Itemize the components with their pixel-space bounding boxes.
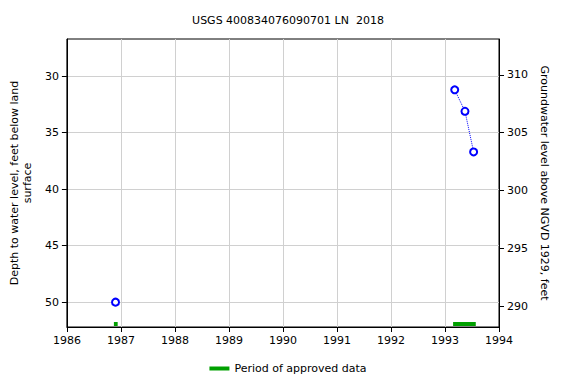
svg-text:1989: 1989	[215, 334, 243, 347]
svg-text:300: 300	[507, 184, 528, 197]
svg-text:305: 305	[507, 126, 528, 139]
svg-text:50: 50	[45, 296, 59, 309]
svg-text:30: 30	[45, 70, 59, 83]
svg-text:1994: 1994	[485, 334, 513, 347]
svg-text:1990: 1990	[269, 334, 297, 347]
svg-text:Period of approved data: Period of approved data	[234, 362, 366, 375]
svg-text:1988: 1988	[161, 334, 189, 347]
svg-text:1991: 1991	[323, 334, 351, 347]
svg-text:1992: 1992	[377, 334, 405, 347]
svg-text:Groundwater level above NGVD 1: Groundwater level above NGVD 1929, feet	[538, 65, 551, 301]
svg-text:310: 310	[507, 68, 528, 81]
svg-text:surface: surface	[21, 162, 34, 203]
svg-text:295: 295	[507, 242, 528, 255]
svg-text:1993: 1993	[431, 334, 459, 347]
svg-text:1986: 1986	[53, 334, 81, 347]
svg-text:290: 290	[507, 300, 528, 313]
svg-text:40: 40	[45, 183, 59, 196]
svg-text:35: 35	[45, 126, 59, 139]
svg-text:USGS 400834076090701 LN 2018: USGS 400834076090701 LN 2018	[192, 14, 384, 27]
svg-text:45: 45	[45, 239, 59, 252]
svg-text:Depth to water level, feet bel: Depth to water level, feet below land	[8, 81, 21, 286]
svg-text:1987: 1987	[107, 334, 135, 347]
